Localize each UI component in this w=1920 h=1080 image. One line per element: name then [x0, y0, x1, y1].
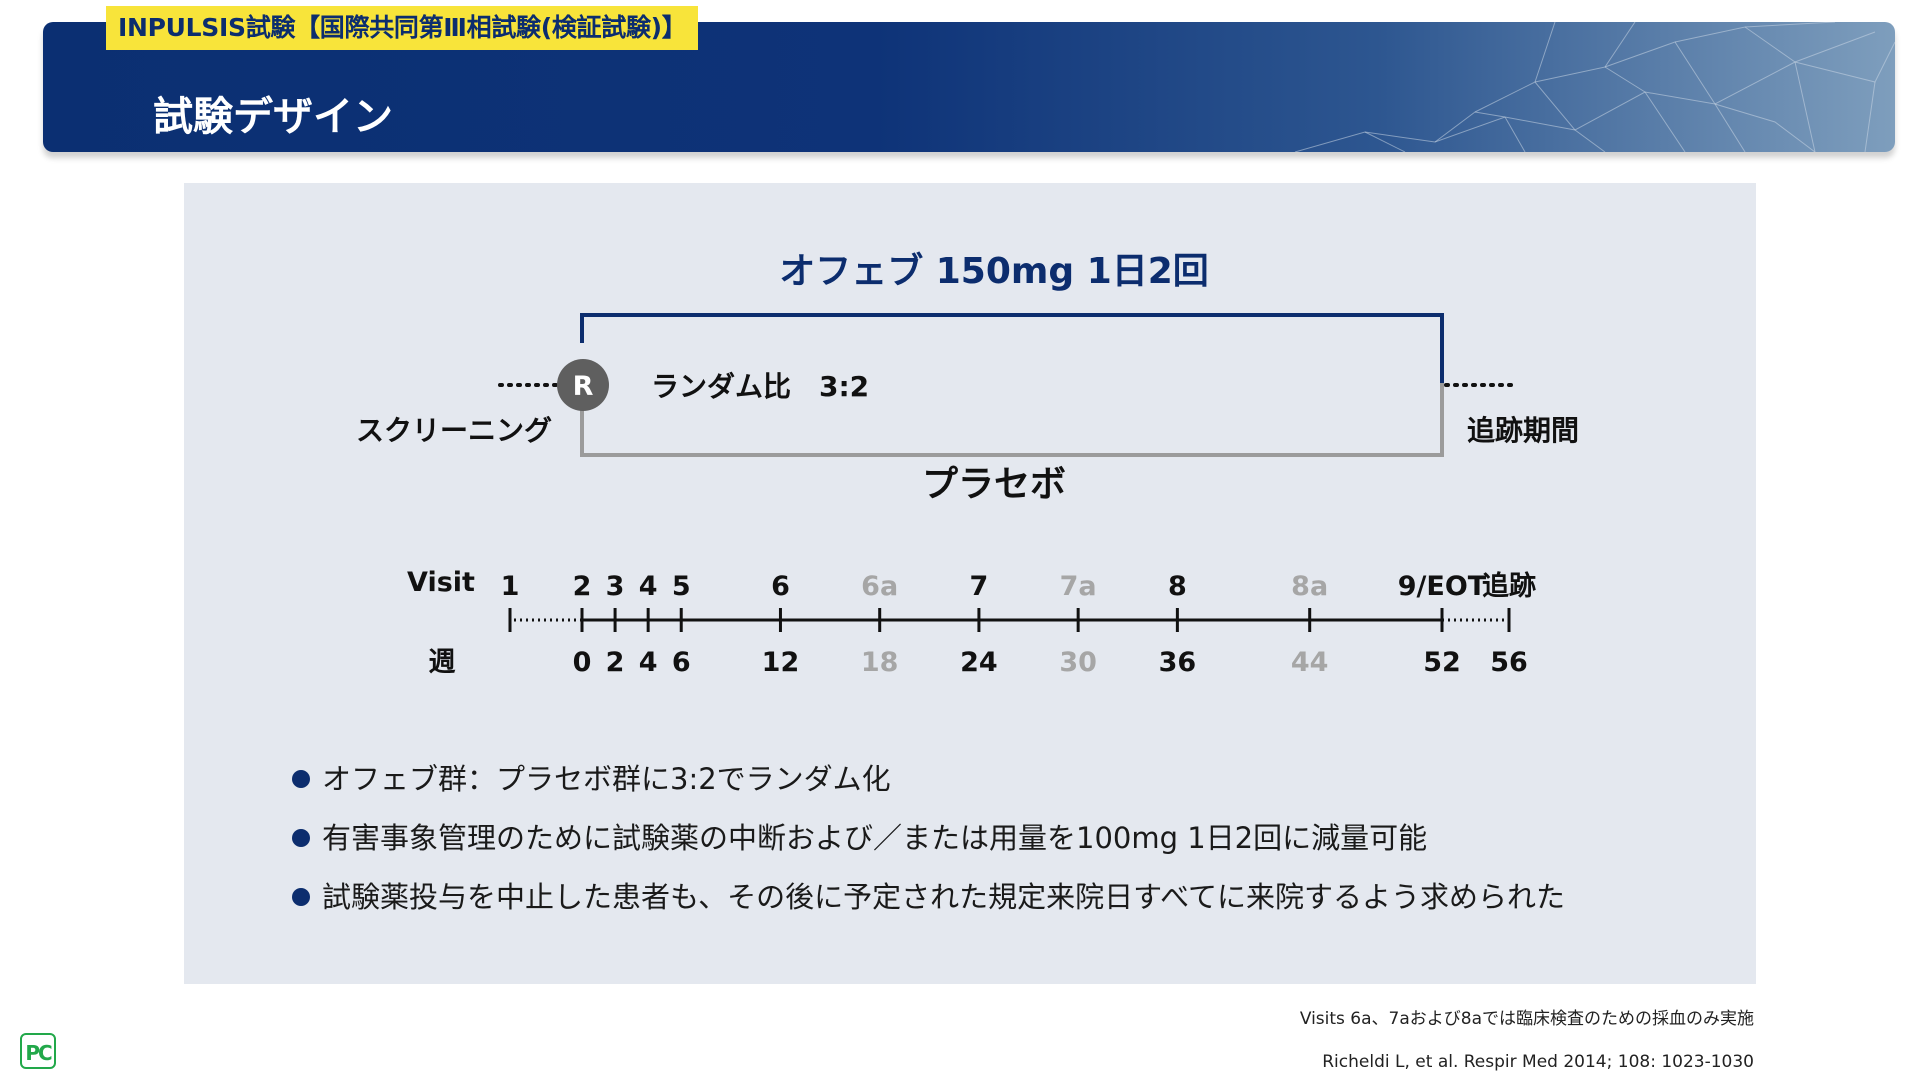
bullet-dot-icon: [292, 888, 310, 906]
week-label: 2: [606, 647, 625, 678]
design-panel: オフェブ 150mg 1日2回 プラセボ R ランダム比 3:2 スクリーニング…: [184, 183, 1756, 984]
visit-label: 4: [639, 571, 658, 602]
randomization-ratio: ランダム比 3:2: [651, 370, 869, 403]
note-text: オフェブ群：プラセボ群に3:2でランダム化: [322, 762, 891, 796]
treatment-arm-label: オフェブ 150mg 1日2回: [779, 250, 1209, 292]
visit-label: 8a: [1291, 571, 1328, 602]
note-item: オフェブ群：プラセボ群に3:2でランダム化: [292, 760, 1565, 798]
week-label: 0: [573, 647, 592, 678]
week-label: 36: [1159, 647, 1197, 678]
study-design-diagram: オフェブ 150mg 1日2回 プラセボ R ランダム比 3:2 スクリーニング…: [356, 250, 1579, 678]
randomization-symbol: R: [573, 371, 594, 402]
visit-label: 8: [1168, 571, 1187, 602]
randomization-badge: [557, 359, 609, 411]
week-label: 18: [861, 647, 899, 678]
bullet-dot-icon: [292, 770, 310, 788]
note-text: 試験薬投与を中止した患者も、その後に予定された規定来院日すべてに来院するよう求め…: [322, 880, 1565, 914]
timeline-marks: 1 203244566126a187247a308368a449/EOT52追跡5…: [501, 570, 1536, 678]
pc-logo-icon: PC: [20, 1033, 56, 1069]
visit-label: 6a: [861, 571, 898, 602]
visit-label: 追跡: [1482, 570, 1536, 602]
note-item: 試験薬投与を中止した患者も、その後に予定された規定来院日すべてに来院するよう求め…: [292, 878, 1565, 916]
treatment-arm-line: [580, 313, 1444, 383]
note-text: 有害事象管理のために試験薬の中断および／または用量を100mg 1日2回に減量可…: [322, 821, 1428, 855]
week-label: 44: [1291, 647, 1329, 678]
visit-label: 5: [672, 571, 691, 602]
note-item: 有害事象管理のために試験薬の中断および／または用量を100mg 1日2回に減量可…: [292, 819, 1565, 857]
week-label: 4: [639, 647, 658, 678]
visit-label: 9/EOT: [1398, 571, 1487, 602]
placebo-arm-label: プラセボ: [922, 464, 1066, 505]
visit-label: 3: [606, 571, 625, 602]
week-label: 30: [1059, 647, 1097, 678]
visit-label: 6: [771, 571, 790, 602]
screening-label: スクリーニング: [356, 414, 552, 447]
visit-label: 7a: [1060, 571, 1097, 602]
placebo-arm-line: [580, 383, 1444, 457]
week-label: 12: [762, 647, 800, 678]
week-label: 56: [1490, 647, 1528, 678]
week-row-label: 週: [429, 647, 456, 678]
notes-list: オフェブ群：プラセボ群に3:2でランダム化 有害事象管理のために試験薬の中断およ…: [292, 760, 1565, 937]
visit-row-label: Visit: [407, 567, 475, 598]
mesh-decoration: [1294, 22, 1895, 152]
page-title: 試験デザイン: [153, 94, 393, 140]
visits-footnote: Visits 6a、7aおよび8aでは臨床検査のための採血のみ実施: [1299, 1009, 1754, 1029]
bullet-dot-icon: [292, 829, 310, 847]
reference-footnote: Richeldi L, et al. Respir Med 2014; 108:…: [1322, 1052, 1754, 1072]
visit-label: 2: [573, 571, 592, 602]
followup-label: 追跡期間: [1467, 414, 1579, 447]
visit-label: 7: [970, 571, 989, 602]
visit-label: 1: [501, 571, 520, 602]
week-label: 52: [1423, 647, 1461, 678]
week-label: 6: [672, 647, 691, 678]
week-label: 24: [960, 647, 998, 678]
study-tag: INPULSIS試験【国際共同第Ⅲ相試験(検証試験)】: [106, 6, 699, 50]
